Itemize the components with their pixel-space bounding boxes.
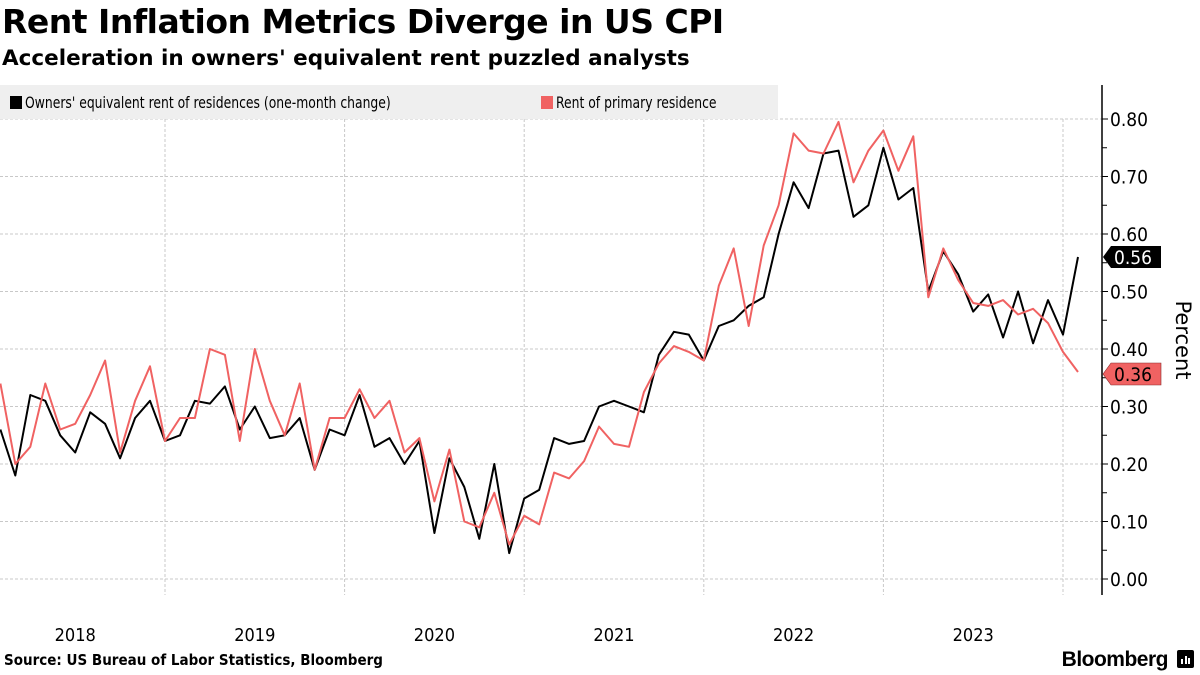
- y-tick-label: 0.30: [1110, 397, 1148, 419]
- chart-title: Rent Inflation Metrics Diverge in US CPI: [2, 2, 724, 41]
- x-tick-label: 2022: [773, 625, 814, 646]
- chart-subtitle: Acceleration in owners' equivalent rent …: [2, 46, 690, 71]
- legend: Owners' equivalent rent of residences (o…: [0, 85, 778, 119]
- series-line-0: [0, 146, 1079, 555]
- x-tick-label: 2023: [953, 625, 994, 646]
- end-label-badge-1: [1102, 362, 1162, 386]
- legend-swatch-black: [10, 95, 22, 109]
- gridlines: [0, 118, 1102, 595]
- y-tick-label: 0.20: [1110, 454, 1148, 476]
- end-label-badge-0: [1103, 246, 1161, 268]
- x-tick-label: 2020: [414, 625, 455, 646]
- y-tick-label: 0.70: [1110, 167, 1148, 189]
- legend-label: Rent of primary residence: [556, 92, 717, 112]
- end-label-value-0: 0.56: [1114, 247, 1152, 269]
- legend-label: Owners' equivalent rent of residences (o…: [25, 92, 391, 112]
- legend-item-owners-equivalent-rent: Owners' equivalent rent of residences (o…: [10, 93, 525, 112]
- x-tick-label: 2019: [234, 625, 275, 646]
- y-tick-label: 0.60: [1110, 224, 1148, 246]
- series-lines: [0, 120, 1079, 555]
- x-axis: 2018 2019 2020 2021 2022 2023: [55, 625, 994, 646]
- legend-swatch-red: [541, 95, 553, 109]
- y-tick-label: 0.10: [1110, 512, 1148, 534]
- y-tick-label: 0.50: [1110, 282, 1148, 304]
- y-axis: 0.00 0.10 0.20 0.30 0.40 0.50 0.60 0.70 0.80: [1101, 85, 1148, 595]
- y-tick-label: 0.40: [1110, 339, 1148, 361]
- legend-item-rent-primary-residence: Rent of primary residence: [541, 93, 743, 112]
- source-text: Source: US Bureau of Labor Statistics, B…: [4, 651, 383, 669]
- end-label-value-1: 0.36: [1114, 364, 1152, 386]
- y-tick-label: 0.80: [1110, 109, 1148, 131]
- bloomberg-terminal-icon: [1177, 650, 1194, 668]
- end-value-labels: 0.56 0.36: [1102, 246, 1162, 386]
- y-tick-label: 0.00: [1110, 569, 1148, 591]
- x-tick-label: 2018: [55, 625, 96, 646]
- y-axis-label: Percent: [1171, 300, 1195, 379]
- series-line-1: [0, 120, 1079, 546]
- x-tick-label: 2021: [593, 625, 634, 646]
- source-note: Source: US Bureau of Labor Statistics, B…: [4, 651, 425, 669]
- bloomberg-logo: Bloomberg: [1061, 648, 1169, 671]
